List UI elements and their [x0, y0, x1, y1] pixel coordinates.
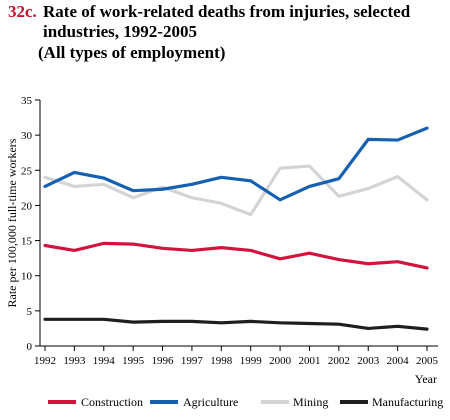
x-tick-label: 2001	[298, 355, 320, 367]
x-tick-label: 1992	[34, 355, 56, 367]
title-line-2: industries, 1992-2005	[43, 22, 197, 41]
y-tick-label: 5	[27, 306, 33, 318]
y-tick-label: 0	[27, 341, 33, 353]
y-tick-label: 20	[21, 200, 33, 212]
series-line-agriculture	[43, 126, 429, 202]
x-tick-label: 2000	[269, 355, 292, 367]
title-line-1: Rate of work-related deaths from injurie…	[43, 2, 411, 21]
x-tick-label: 1996	[152, 355, 175, 367]
legend-label-mining: Mining	[293, 395, 328, 409]
x-tick-label: 1993	[63, 355, 86, 367]
series-line-manufacturing	[43, 317, 429, 331]
x-tick-label: 2003	[357, 355, 380, 367]
legend-label-construction: Construction	[81, 395, 143, 409]
y-ticks: 0 5 10 15 20 25 30 35	[21, 95, 40, 353]
legend: Construction Agriculture Mining Manufacturi…	[48, 395, 443, 409]
series-layer	[43, 126, 429, 331]
x-tick-label: 1994	[93, 355, 116, 367]
x-ticks: 1992 1993 1994 1995 1996 1997 1998 1999 2000 2001…	[34, 346, 439, 367]
x-tick-label: 1998	[210, 355, 233, 367]
legend-label-agriculture: Agriculture	[183, 395, 238, 409]
y-tick-label: 15	[21, 236, 33, 248]
series-line-construction	[43, 241, 429, 270]
x-tick-label: 1999	[240, 355, 263, 367]
series-line-mining	[43, 164, 429, 217]
chart-title: 32c. Rate of work-related deaths from in…	[8, 2, 411, 62]
x-tick-label: 1997	[181, 355, 204, 367]
x-tick-label: 1995	[122, 355, 145, 367]
y-tick-label: 10	[21, 271, 33, 283]
figure-number: 32c.	[8, 2, 37, 21]
x-axis-label: Year	[415, 372, 437, 386]
y-tick-label: 25	[21, 165, 33, 177]
y-tick-label: 30	[21, 130, 33, 142]
legend-label-manufacturing: Manufacturing	[372, 395, 443, 409]
x-tick-label: 2002	[328, 355, 350, 367]
x-tick-label: 2004	[387, 355, 410, 367]
axes	[39, 100, 438, 347]
y-axis-label: Rate per 100,000 full-time workers	[5, 138, 19, 307]
y-tick-label: 35	[21, 95, 33, 107]
title-line-3: (All types of employment)	[38, 43, 225, 62]
x-tick-label: 2005	[416, 355, 439, 367]
